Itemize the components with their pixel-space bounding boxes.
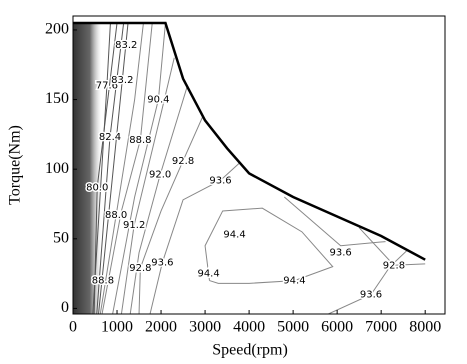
contour-label: 88.8 bbox=[129, 135, 151, 146]
x-tick-label: 0 bbox=[69, 319, 77, 336]
contour-line bbox=[120, 57, 175, 314]
contour-label: 92.0 bbox=[149, 170, 171, 181]
contour-label: 92.8 bbox=[129, 263, 151, 274]
contour-label: 88.0 bbox=[105, 210, 127, 221]
x-tick-label: 7000 bbox=[365, 319, 397, 336]
dense-region bbox=[73, 24, 101, 314]
y-tick-label: 50 bbox=[53, 229, 69, 246]
contour-label: 94.4 bbox=[197, 269, 219, 280]
plot-area: 83.277.683.282.490.488.880.092.892.093.6… bbox=[73, 21, 426, 314]
torque-envelope bbox=[73, 21, 426, 261]
y-tick-label: 150 bbox=[45, 90, 69, 107]
contour-label: 80.0 bbox=[86, 182, 108, 193]
y-tick-label: 100 bbox=[45, 160, 69, 177]
contour-label: 94.4 bbox=[223, 230, 245, 241]
contour-label: 93.6 bbox=[360, 290, 382, 301]
contour-line bbox=[96, 22, 125, 314]
contour-label: 93.6 bbox=[209, 175, 231, 186]
x-tick-label: 6000 bbox=[321, 319, 353, 336]
contour-line bbox=[328, 249, 408, 314]
contour-line bbox=[149, 161, 241, 314]
y-axis-title: Torque(Nm) bbox=[7, 125, 24, 205]
contour-label: 92.8 bbox=[383, 260, 405, 271]
contour-label: 77.6 bbox=[96, 81, 118, 92]
x-tick-label: 8000 bbox=[409, 319, 441, 336]
contour-label: 83.2 bbox=[115, 40, 137, 51]
contour-line bbox=[112, 22, 166, 314]
contour-line bbox=[283, 196, 386, 247]
x-axis-title: Speed(rpm) bbox=[212, 342, 288, 359]
x-tick-label: 3000 bbox=[189, 319, 221, 336]
contour-label: 90.4 bbox=[147, 95, 169, 106]
x-tick-label: 2000 bbox=[145, 319, 177, 336]
contour-line bbox=[138, 116, 204, 314]
frame bbox=[72, 15, 446, 315]
contour-label: 82.4 bbox=[99, 132, 121, 143]
contour-line bbox=[204, 207, 334, 284]
x-tick-label: 4000 bbox=[233, 319, 265, 336]
contour-line bbox=[99, 22, 144, 314]
contour-line bbox=[129, 85, 188, 314]
contour-label: 88.8 bbox=[92, 276, 114, 287]
y-tick-label: 0 bbox=[61, 299, 69, 316]
contour-label: 93.6 bbox=[151, 257, 173, 268]
contour-line bbox=[92, 22, 111, 314]
contour-line bbox=[98, 22, 129, 314]
contour-line bbox=[93, 22, 118, 314]
y-tick-label: 200 bbox=[45, 21, 69, 38]
contour-line bbox=[101, 22, 153, 314]
contour-label: 93.6 bbox=[330, 248, 352, 259]
x-tick-label: 1000 bbox=[101, 319, 133, 336]
x-tick-label: 5000 bbox=[277, 319, 309, 336]
contour-label: 91.2 bbox=[123, 220, 145, 231]
contour-line bbox=[358, 227, 426, 266]
contour-label: 83.2 bbox=[111, 75, 133, 86]
contour-label: 92.8 bbox=[172, 156, 194, 167]
contour-label: 94.4 bbox=[283, 276, 305, 287]
